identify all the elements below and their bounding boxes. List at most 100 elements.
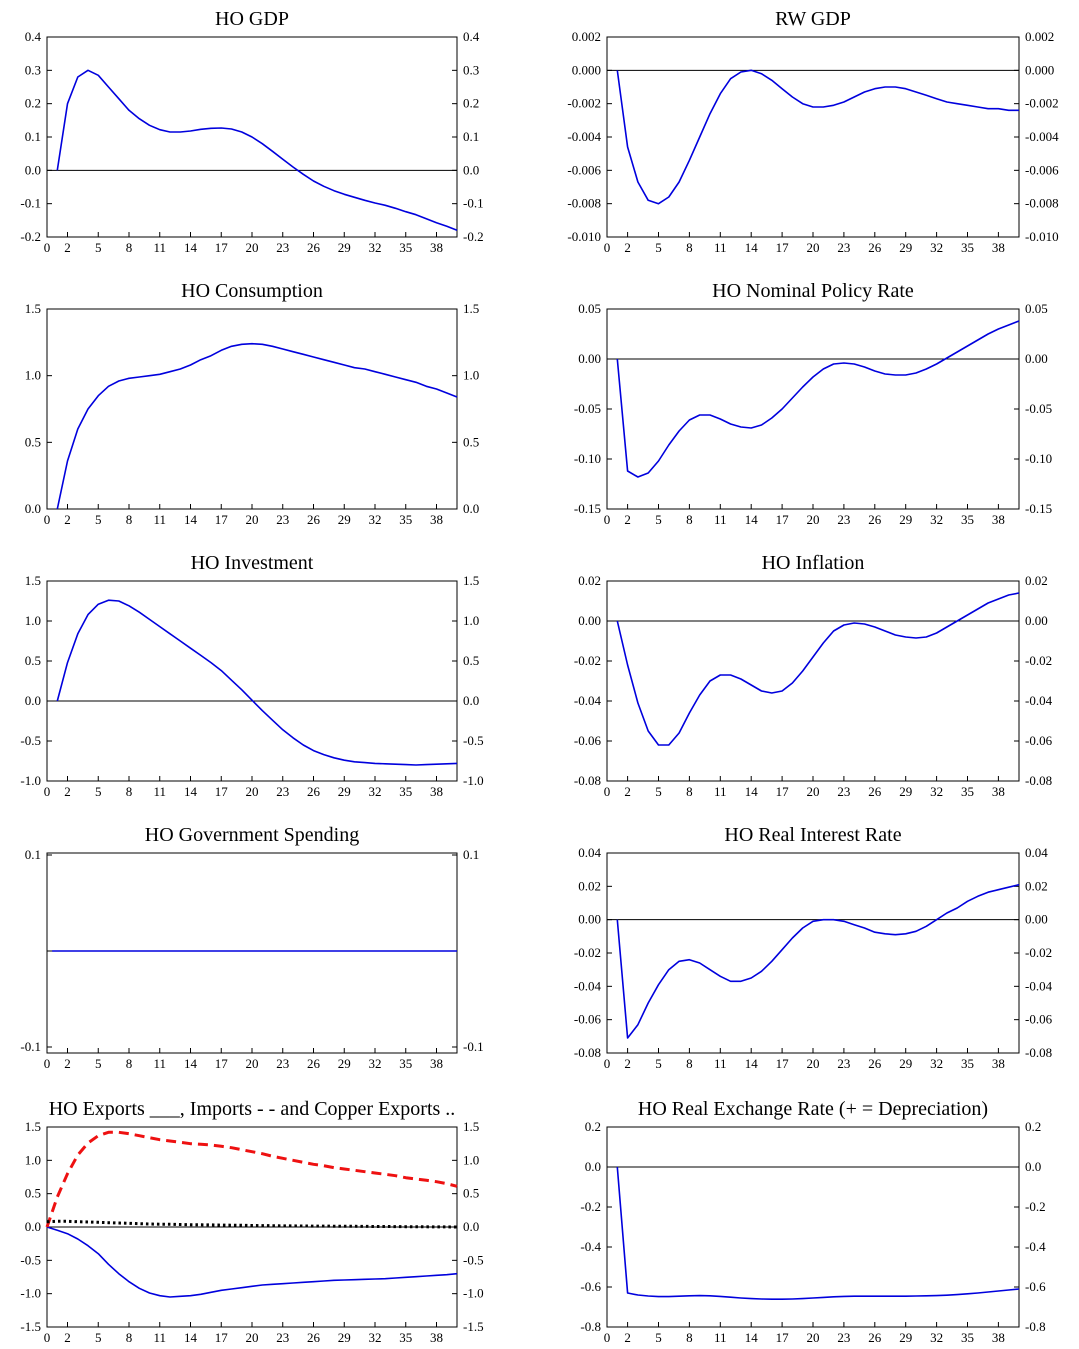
y-tick-label-right: -0.006 bbox=[1025, 162, 1059, 177]
x-tick-label: 26 bbox=[868, 1330, 882, 1345]
x-tick-label: 5 bbox=[95, 1056, 102, 1071]
x-tick-label: 2 bbox=[64, 1056, 71, 1071]
y-tick-label-left: 0.0 bbox=[25, 162, 41, 177]
x-tick-label: 2 bbox=[64, 784, 71, 799]
y-tick-label-right: -1.0 bbox=[463, 1286, 484, 1301]
x-tick-label: 17 bbox=[215, 1056, 229, 1071]
y-tick-label-right: -0.4 bbox=[1025, 1239, 1046, 1254]
plot-frame bbox=[46, 308, 458, 510]
y-tick-label-right: -0.04 bbox=[1025, 693, 1053, 708]
panel-title: HO Real Exchange Rate (+ = Depreciation) bbox=[638, 1098, 988, 1120]
y-tick-label-left: -0.1 bbox=[20, 196, 41, 211]
x-tick-label: 26 bbox=[868, 512, 882, 527]
y-tick-label-right: -0.2 bbox=[1025, 1199, 1046, 1214]
y-tick-label-left: 0.05 bbox=[578, 301, 601, 316]
y-tick-label-left: -0.2 bbox=[580, 1199, 601, 1214]
x-tick-label: 38 bbox=[992, 512, 1005, 527]
x-tick-label: 5 bbox=[655, 784, 662, 799]
x-tick-label: 20 bbox=[246, 1056, 259, 1071]
y-tick-label-left: 1.0 bbox=[25, 368, 41, 383]
panel-7: HO Real Interest Rate 0.04 0.04 0.02 0.02 0.0… bbox=[574, 824, 1053, 1071]
y-tick-label-right: -1.5 bbox=[463, 1319, 484, 1334]
y-tick-label-right: -0.05 bbox=[1025, 401, 1052, 416]
y-tick-label-right: 0.5 bbox=[463, 1186, 479, 1201]
x-tick-label: 29 bbox=[338, 784, 351, 799]
x-tick-label: 38 bbox=[430, 1056, 443, 1071]
x-tick-label: 8 bbox=[126, 1330, 133, 1345]
y-tick-label-right: 0.02 bbox=[1025, 573, 1048, 588]
plot-frame bbox=[606, 852, 1020, 1054]
x-tick-label: 29 bbox=[899, 512, 912, 527]
plot-frame bbox=[46, 580, 458, 782]
y-tick-label-right: -0.008 bbox=[1025, 196, 1059, 211]
y-tick-label-right: 0.002 bbox=[1025, 29, 1054, 44]
x-tick-label: 0 bbox=[604, 1330, 611, 1345]
y-tick-label-left: 0.0 bbox=[25, 693, 41, 708]
x-tick-label: 0 bbox=[604, 240, 611, 255]
x-tick-label: 29 bbox=[899, 1056, 912, 1071]
y-tick-label-left: 0.00 bbox=[578, 613, 601, 628]
y-tick-label-right: 0.02 bbox=[1025, 878, 1048, 893]
y-tick-label-right: -0.10 bbox=[1025, 451, 1052, 466]
y-tick-label-left: 0.1 bbox=[25, 129, 41, 144]
y-tick-label-right: -0.06 bbox=[1025, 733, 1053, 748]
x-tick-label: 32 bbox=[369, 1330, 382, 1345]
plot-frame bbox=[606, 36, 1020, 238]
y-tick-label-left: 0.5 bbox=[25, 1186, 41, 1201]
x-tick-label: 2 bbox=[624, 512, 631, 527]
x-tick-label: 14 bbox=[745, 784, 759, 799]
y-tick-label-left: -0.04 bbox=[574, 978, 602, 993]
y-tick-label-right: 0.05 bbox=[1025, 301, 1048, 316]
x-tick-label: 32 bbox=[369, 1056, 382, 1071]
x-tick-label: 20 bbox=[246, 240, 259, 255]
x-tick-label: 5 bbox=[95, 512, 102, 527]
x-tick-label: 35 bbox=[961, 1056, 974, 1071]
plot-frame bbox=[606, 308, 1020, 510]
y-tick-label-right: 0.1 bbox=[463, 129, 479, 144]
x-tick-label: 38 bbox=[992, 784, 1005, 799]
x-tick-label: 38 bbox=[992, 1056, 1005, 1071]
x-tick-label: 29 bbox=[338, 1330, 351, 1345]
y-tick-label-left: -0.02 bbox=[574, 653, 601, 668]
series-line-1 bbox=[45, 1130, 458, 1228]
panel-title: RW GDP bbox=[775, 8, 851, 30]
x-tick-label: 20 bbox=[246, 784, 259, 799]
x-tick-label: 8 bbox=[686, 512, 693, 527]
series-line-0 bbox=[616, 883, 1020, 1039]
y-tick-label-left: -0.06 bbox=[574, 1012, 602, 1027]
y-tick-label-left: -0.5 bbox=[20, 1252, 41, 1267]
x-tick-label: 23 bbox=[276, 1056, 289, 1071]
x-tick-label: 2 bbox=[624, 240, 631, 255]
x-tick-label: 26 bbox=[307, 784, 321, 799]
x-tick-label: 0 bbox=[44, 512, 51, 527]
y-tick-label-left: -0.02 bbox=[574, 945, 601, 960]
x-tick-label: 2 bbox=[624, 1330, 631, 1345]
y-tick-label-right: 0.00 bbox=[1025, 351, 1048, 366]
x-tick-label: 29 bbox=[338, 240, 351, 255]
x-tick-label: 8 bbox=[126, 512, 133, 527]
y-tick-label-left: -0.004 bbox=[567, 129, 601, 144]
y-tick-label-left: 0.0 bbox=[585, 1159, 601, 1174]
y-tick-label-left: 0.2 bbox=[25, 96, 41, 111]
x-tick-label: 5 bbox=[95, 784, 102, 799]
y-tick-label-right: 0.000 bbox=[1025, 62, 1054, 77]
y-tick-label-left: 0.2 bbox=[585, 1119, 601, 1134]
panel-title: HO Real Interest Rate bbox=[724, 824, 901, 846]
x-tick-label: 11 bbox=[714, 1056, 727, 1071]
x-tick-label: 17 bbox=[776, 1056, 790, 1071]
y-tick-label-right: -0.010 bbox=[1025, 229, 1059, 244]
x-tick-label: 8 bbox=[686, 1330, 693, 1345]
x-tick-label: 2 bbox=[64, 240, 71, 255]
y-tick-label-right: 1.0 bbox=[463, 613, 479, 628]
x-tick-label: 2 bbox=[64, 512, 71, 527]
x-tick-label: 0 bbox=[44, 1330, 51, 1345]
y-tick-label-right: 0.5 bbox=[463, 434, 479, 449]
y-tick-label-right: 0.3 bbox=[463, 62, 479, 77]
panel-title: HO Government Spending bbox=[145, 824, 359, 846]
x-tick-label: 20 bbox=[246, 512, 259, 527]
y-tick-label-right: 0.0 bbox=[463, 501, 479, 516]
x-tick-label: 26 bbox=[307, 240, 321, 255]
x-tick-label: 17 bbox=[776, 512, 790, 527]
x-tick-label: 29 bbox=[899, 784, 912, 799]
